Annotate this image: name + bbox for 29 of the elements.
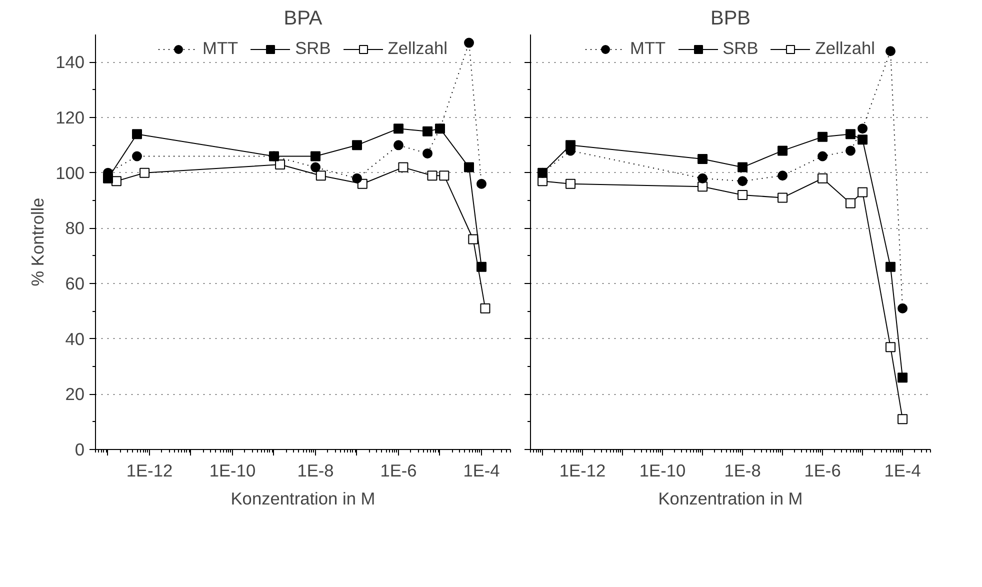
chart-title: BPA: [284, 8, 323, 30]
x-tick-label: 1E-12: [559, 460, 606, 480]
legend-label: MTT: [630, 38, 666, 59]
y-tick-label: 0: [74, 440, 85, 460]
y-axis-title: % Kontrolle: [28, 198, 48, 286]
x-tick-label: 1E-4: [884, 460, 922, 480]
y-tick-label: 40: [65, 328, 85, 349]
x-tick-label: 1E-8: [297, 460, 334, 480]
y-tick-label: 140: [56, 52, 85, 72]
y-tick-label: 20: [65, 384, 85, 404]
legend-label: MTT: [202, 38, 238, 59]
x-tick-label: 1E-12: [126, 460, 173, 480]
chart-title: BPB: [710, 8, 751, 30]
x-axis-title: Konzentration in M: [230, 488, 376, 508]
y-tick-label: 100: [56, 162, 85, 183]
x-tick-label: 1E-6: [380, 460, 417, 480]
legend-label: SRB: [295, 38, 331, 59]
x-tick-label: 1E-8: [724, 460, 761, 480]
x-axis-title: Konzentration in M: [658, 488, 803, 508]
x-tick-label: 1E-6: [804, 460, 841, 480]
x-tick-label: 1E-10: [209, 460, 256, 480]
x-tick-label: 1E-10: [639, 460, 686, 480]
x-tick-label: 1E-4: [463, 460, 500, 480]
legend-label: Zellzahl: [815, 38, 875, 59]
legend-label: Zellzahl: [388, 38, 448, 59]
y-tick-label: 120: [56, 108, 85, 128]
y-tick-label: 60: [65, 274, 85, 294]
legend-label: SRB: [722, 38, 758, 59]
y-tick-label: 80: [65, 218, 85, 238]
